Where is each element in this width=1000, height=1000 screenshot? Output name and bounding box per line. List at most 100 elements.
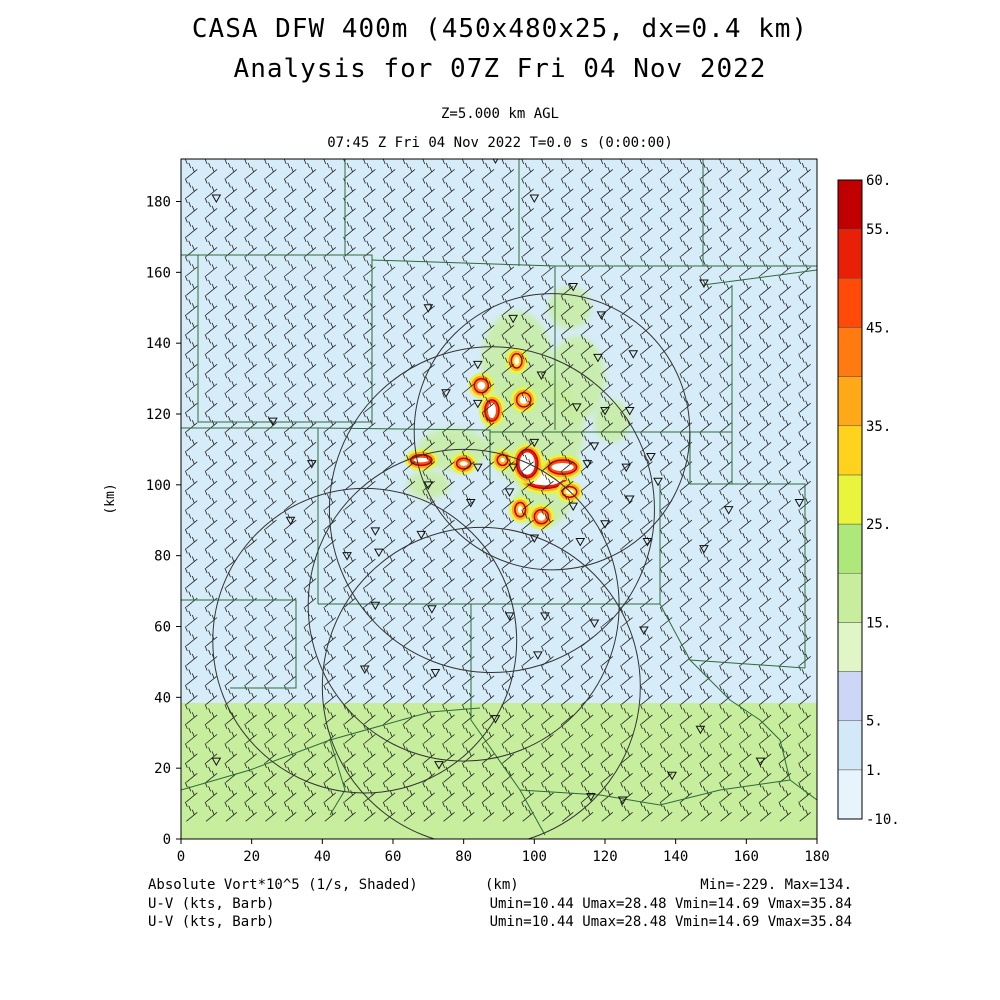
wind-barb: [461, 723, 475, 744]
wind-barb: [501, 275, 515, 296]
station-marker: [359, 665, 370, 675]
wind-barb: [738, 334, 752, 355]
wind-barb: [719, 743, 732, 764]
wind-barb: [679, 431, 693, 452]
wind-barb: [461, 782, 475, 803]
wind-barb: [719, 451, 732, 471]
wind-barb: [283, 334, 297, 355]
wind-barb: [461, 159, 475, 179]
wind-barb: [283, 723, 297, 744]
wind-barb: [501, 451, 515, 471]
wind-barb: [778, 197, 792, 218]
wind-barb: [738, 509, 752, 530]
wind-barb: [521, 587, 534, 608]
wind-barb: [422, 334, 435, 355]
wind-barb: [481, 256, 495, 277]
wind-barb: [224, 197, 238, 218]
wind-barb: [442, 392, 455, 413]
range-ring: [307, 448, 620, 762]
wind-barb: [481, 548, 495, 569]
axes: 0 20 40 60 80 100 120 140 160 180 0 20 40 60 80 100 120 1…: [146, 195, 830, 866]
station-marker: [342, 552, 352, 561]
wind-barb: [442, 801, 455, 822]
wind-barb: [778, 451, 792, 471]
wind-barb: [442, 353, 455, 374]
wind-barb: [481, 626, 495, 647]
wind-barb: [264, 801, 277, 822]
wind-barb: [679, 567, 693, 588]
station-marker: [794, 499, 805, 508]
wind-barb: [541, 528, 554, 549]
wind-barb: [343, 762, 356, 783]
wind-barb: [264, 334, 277, 355]
wind-barb: [521, 743, 534, 764]
wind-barb: [620, 373, 633, 394]
wind-barb: [738, 665, 752, 686]
wind-barb: [778, 587, 792, 608]
wind-barb: [283, 567, 297, 588]
wind-barb: [560, 470, 574, 491]
wind-barb: [442, 743, 455, 764]
wind-barb: [481, 314, 495, 335]
wind-barb: [422, 626, 435, 647]
wind-barb: [363, 704, 376, 725]
wind-barb: [719, 684, 732, 705]
wind-barb: [798, 275, 811, 296]
wind-barb: [758, 373, 772, 394]
wind-barb: [323, 743, 337, 764]
wind-barb: [798, 392, 811, 413]
wind-barb: [521, 275, 534, 296]
wind-barb: [501, 645, 515, 666]
wind-barb: [422, 314, 435, 335]
station-marker: [589, 442, 600, 451]
wind-barb: [560, 373, 574, 394]
wind-barb: [442, 256, 455, 277]
wind-barb: [679, 159, 693, 179]
wind-barb: [758, 645, 772, 666]
wind-barb: [481, 295, 495, 316]
wind-barb: [778, 470, 792, 491]
y-tick-label: 120: [146, 407, 171, 423]
wind-barb: [778, 509, 792, 530]
wind-barb: [283, 217, 297, 238]
wind-barb: [560, 704, 574, 725]
wind-barb: [521, 236, 534, 257]
wind-barb: [758, 295, 772, 316]
wind-barb: [184, 489, 198, 510]
wind-barb: [719, 723, 732, 744]
wind-barb: [382, 353, 396, 374]
wind-barb: [382, 743, 396, 764]
wind-barb: [481, 587, 495, 608]
wind-barb: [699, 723, 713, 744]
wind-barb: [481, 606, 495, 627]
wind-barb: [442, 567, 455, 588]
wind-barb: [659, 626, 673, 647]
wind-barb: [382, 548, 396, 569]
station-marker: [490, 715, 501, 724]
wind-barb: [204, 684, 218, 705]
wind-barb: [798, 743, 811, 764]
wind-barb: [620, 236, 633, 257]
wind-barb: [184, 392, 198, 413]
wind-barb: [659, 236, 673, 257]
wind-barb: [580, 743, 594, 764]
wind-barb: [501, 236, 515, 257]
wind-barb: [244, 451, 257, 471]
wind-barb: [264, 626, 277, 647]
wind-barb: [363, 392, 376, 413]
wind-barb: [343, 567, 356, 588]
wind-barb: [382, 451, 396, 471]
x-tick-label: 160: [734, 849, 759, 865]
wind-barb: [264, 295, 277, 316]
wind-barb: [402, 782, 416, 803]
wind-barb: [481, 159, 495, 179]
wind-barb: [382, 587, 396, 608]
wind-barb: [363, 412, 376, 433]
wind-barb: [600, 489, 614, 510]
wind-barb: [620, 334, 633, 355]
wind-barb: [600, 178, 614, 199]
wind-barb: [481, 762, 495, 783]
wind-barb: [640, 275, 653, 296]
wind-barb: [738, 606, 752, 627]
wind-barb: [541, 626, 554, 647]
